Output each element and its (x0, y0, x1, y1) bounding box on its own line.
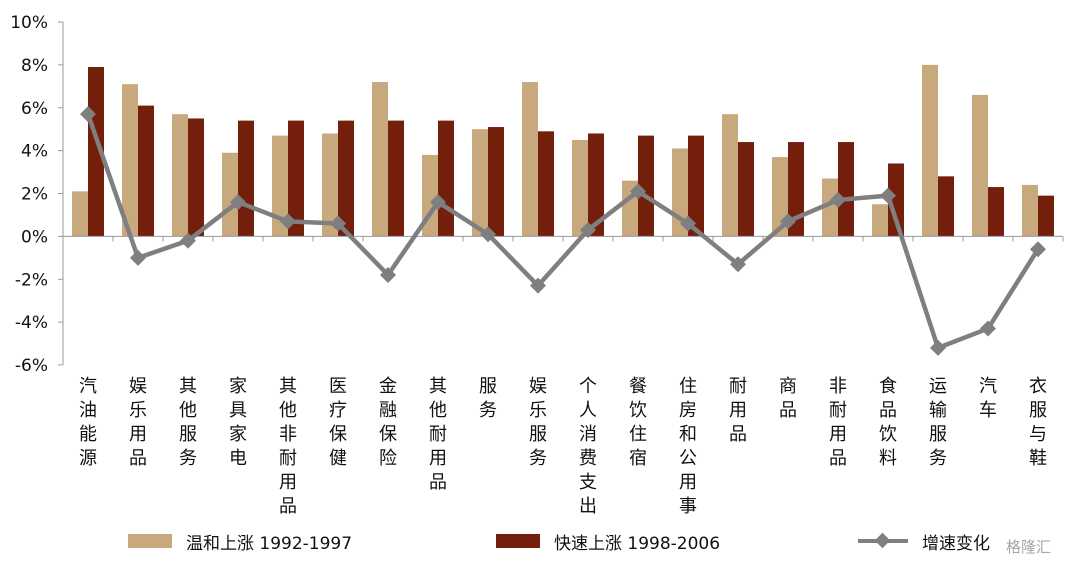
legend-item-rapid: 快速上涨 1998-2006 (496, 526, 720, 556)
x-tick-label: 住房和公用事业 (679, 376, 697, 520)
point-change (280, 213, 296, 230)
bar-moderate (322, 133, 338, 237)
x-tick-label: 非耐用品 (829, 376, 847, 469)
bar-moderate (1022, 184, 1038, 237)
bar-moderate (172, 114, 188, 237)
bar-rapid (888, 163, 904, 237)
x-tick-label: 其他服务 (179, 376, 197, 469)
x-tick-label: 其他耐用品 (429, 376, 447, 493)
point-change (80, 106, 96, 123)
legend-swatch-change (858, 532, 908, 549)
bar-moderate (272, 135, 288, 237)
point-change (180, 232, 196, 249)
point-change (480, 226, 496, 243)
series-line-change (85, 113, 1040, 351)
bar-rapid (638, 135, 654, 237)
legend-swatch-moderate (128, 534, 172, 548)
bar-rapid (438, 120, 454, 237)
point-change (380, 266, 396, 283)
x-tick-label: 家具家电 (229, 376, 247, 469)
y-tick-label: -6% (15, 356, 48, 376)
bar-moderate (822, 178, 838, 237)
x-tick-label: 个人消费支出 (579, 376, 597, 517)
x-tick-label: 服务 (479, 376, 497, 421)
point-change (880, 187, 896, 204)
bar-rapid (988, 187, 1004, 237)
point-change (630, 183, 646, 200)
bar-rapid (338, 120, 354, 237)
bar-moderate (472, 129, 488, 237)
x-tick-label: 餐饮住宿 (629, 376, 647, 469)
point-change (830, 191, 846, 208)
bar-moderate (72, 191, 88, 237)
point-change (580, 221, 596, 238)
x-tick-label: 衣服与鞋 (1029, 376, 1047, 469)
bar-moderate (122, 84, 138, 237)
bar-rapid (788, 142, 804, 237)
point-change (930, 339, 946, 356)
bar-moderate (372, 82, 388, 237)
bar-rapid (838, 142, 854, 237)
point-change (730, 256, 746, 273)
watermark: 格隆汇 (1006, 538, 1052, 556)
y-tick-label: 4% (21, 142, 48, 162)
bar-rapid (288, 120, 304, 237)
point-change (780, 213, 796, 230)
legend-label-rapid: 快速上涨 1998-2006 (554, 533, 721, 554)
bar-rapid (1038, 195, 1054, 237)
bar-rapid (488, 127, 504, 237)
x-tick-label: 汽车 (979, 376, 997, 421)
y-tick-label: 2% (21, 185, 48, 205)
bar-rapid (588, 133, 604, 237)
y-tick-label: 10% (10, 13, 48, 33)
point-change (430, 194, 446, 211)
bar-moderate (522, 82, 538, 237)
legend-item-moderate: 温和上涨 1992-1997 (128, 526, 352, 556)
bar-rapid (138, 105, 154, 237)
bar-rapid (938, 176, 954, 237)
legend-label-change: 增速变化 (922, 533, 990, 554)
y-tick-label: -4% (15, 313, 48, 333)
point-change (1030, 241, 1046, 258)
bar-rapid (388, 120, 404, 237)
x-tick-label: 耐用品 (729, 376, 747, 445)
bar-moderate (722, 114, 738, 237)
x-tick-label: 娱乐服务 (529, 376, 547, 469)
x-tick-label: 汽油能源 (79, 376, 97, 469)
x-tick-label: 食品饮料 (879, 376, 897, 469)
legend-label-moderate: 温和上涨 1992-1997 (186, 533, 353, 554)
bar-rapid (738, 142, 754, 237)
point-change (230, 194, 246, 211)
x-tick-label: 医疗保健 (329, 376, 347, 469)
point-change (330, 215, 346, 232)
bar-rapid (688, 135, 704, 237)
bar-rapid (538, 131, 554, 237)
bar-moderate (572, 139, 588, 237)
bar-rapid (238, 120, 254, 237)
bar-moderate (972, 94, 988, 237)
legend-swatch-rapid (496, 534, 540, 548)
point-change (680, 215, 696, 232)
point-change (130, 249, 146, 266)
bar-moderate (772, 157, 788, 237)
y-tick-label: -2% (15, 270, 48, 290)
bar-moderate (872, 204, 888, 237)
y-tick-label: 6% (21, 99, 48, 119)
x-tick-label: 其他非耐用品 (279, 376, 297, 517)
point-change (980, 320, 996, 337)
bar-moderate (922, 64, 938, 237)
y-tick-label: 0% (21, 227, 48, 247)
legend-item-change: 增速变化 (858, 526, 990, 556)
x-tick-label: 娱乐用品 (129, 376, 147, 469)
chart-svg: -6% -4% -2% 0% 2% 4% 6% 8% 10% 汽油能源 娱乐用品 其他服务 家具家电 其他… (10, 13, 1064, 520)
x-tick-label: 金融保险 (379, 376, 397, 469)
diamond-marker-icon (874, 532, 891, 549)
point-change (530, 277, 546, 294)
x-tick-label: 运输服务 (929, 376, 947, 469)
x-tick-label: 商品 (779, 376, 797, 421)
bar-moderate (222, 152, 238, 237)
bar-rapid (188, 118, 204, 237)
y-tick-label: 8% (21, 56, 48, 76)
bar-rapid (88, 67, 104, 237)
